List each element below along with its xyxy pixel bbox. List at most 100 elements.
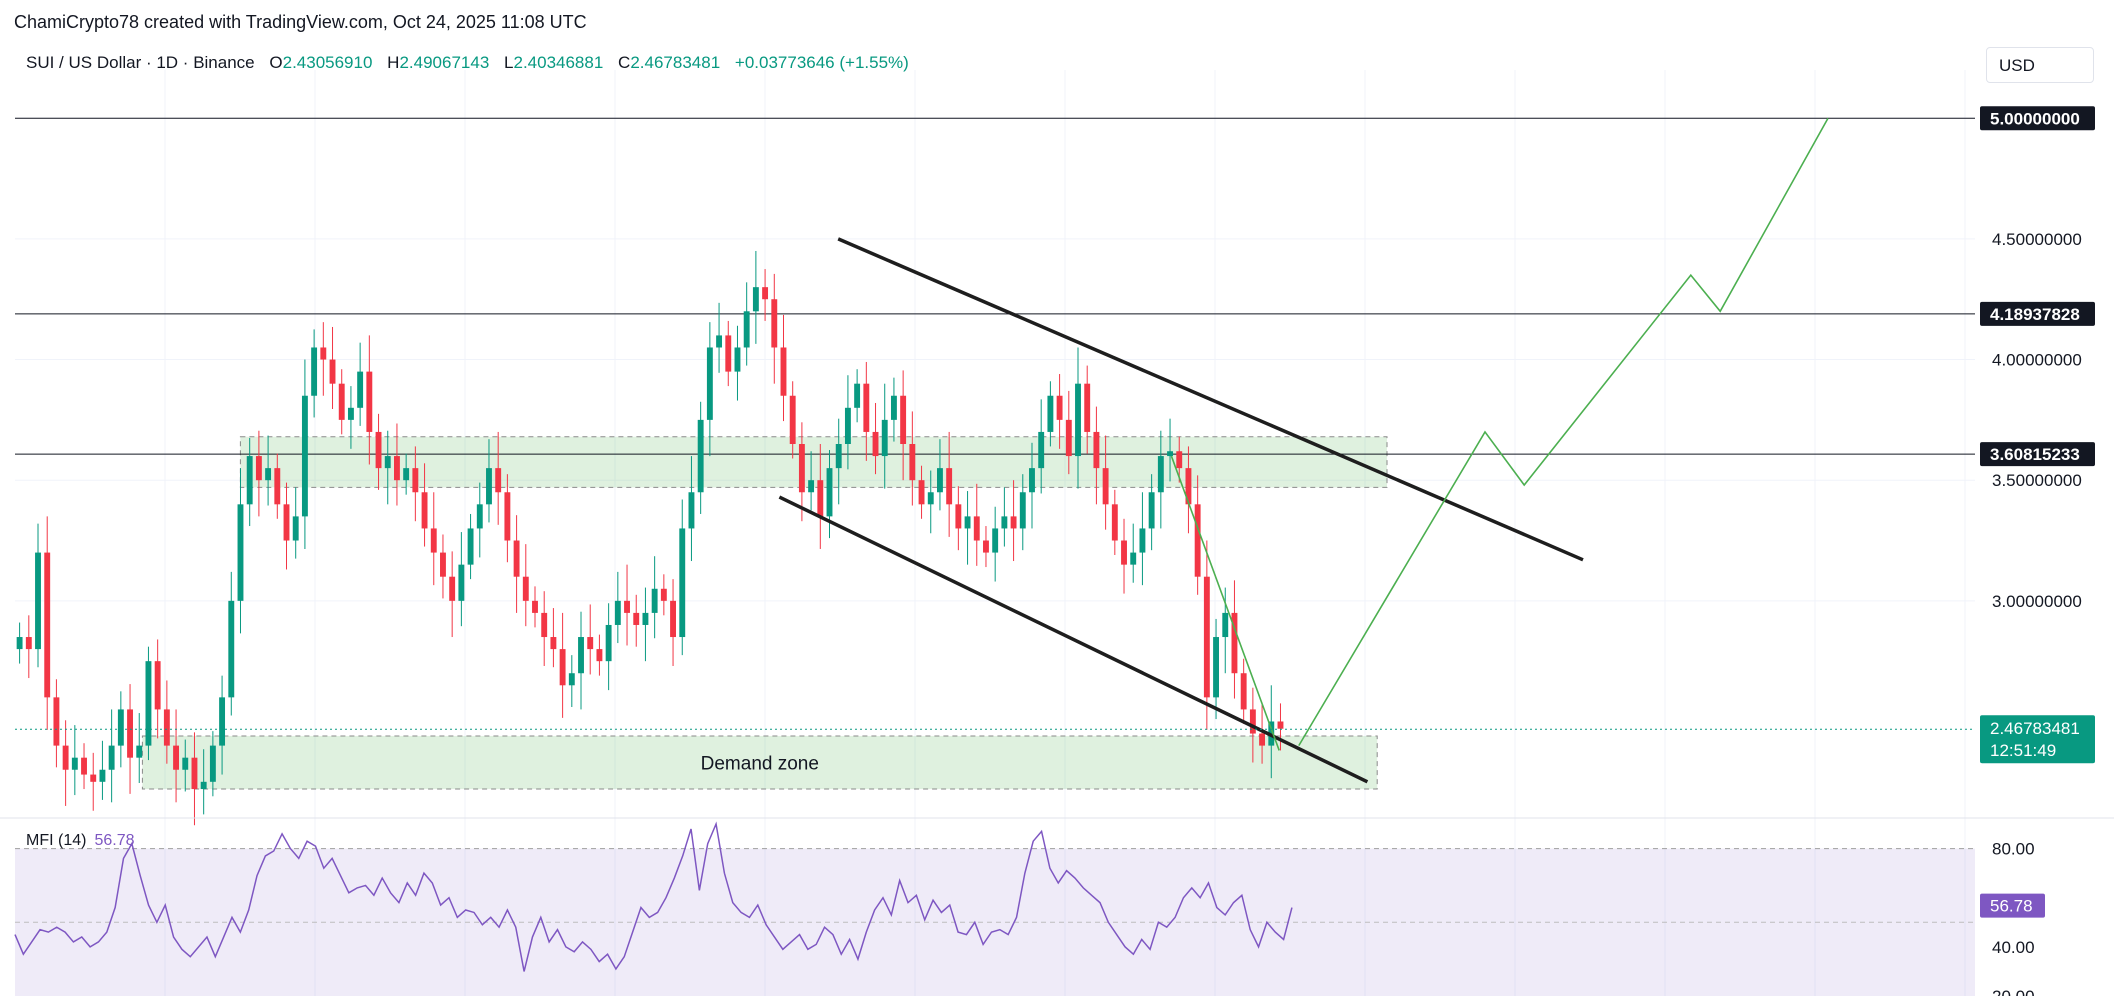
projection-path <box>1298 117 1829 747</box>
candle-body <box>1249 709 1256 734</box>
candle-body <box>522 576 529 601</box>
candle-body <box>872 431 879 457</box>
candle-body <box>863 383 870 432</box>
candle-body <box>163 709 170 746</box>
candle-body <box>1047 395 1054 432</box>
level-label: 4.18937828 <box>1990 305 2080 324</box>
candle-body <box>532 600 538 613</box>
candle-body <box>835 444 842 469</box>
symbol-title[interactable]: SUI / US Dollar · 1D · Binance <box>26 53 255 72</box>
level-label-box <box>1980 442 2095 467</box>
candle-body <box>283 504 290 541</box>
candle-body <box>173 745 180 770</box>
candle-body <box>384 456 391 469</box>
mfi-tick-label: 40.00 <box>1992 938 2035 957</box>
high-value: 2.49067143 <box>399 53 490 72</box>
candle-body <box>1056 395 1063 420</box>
candle-body <box>679 528 686 638</box>
candle-body <box>366 371 373 432</box>
candle-body <box>504 492 511 541</box>
candle-body <box>357 371 364 408</box>
candle-body <box>854 383 861 408</box>
candle-body <box>99 769 106 782</box>
candle-body <box>1084 383 1091 432</box>
level-label-box <box>1980 106 2095 131</box>
candle-body <box>375 431 382 469</box>
mfi-current-value: 56.78 <box>94 832 135 849</box>
candle-body <box>320 347 327 360</box>
currency-selector[interactable]: USD <box>1986 47 2094 83</box>
candle-body <box>81 757 87 775</box>
candle-body <box>486 468 492 505</box>
level-label: 5.00000000 <box>1990 109 2080 128</box>
candle-body <box>918 480 925 505</box>
mfi-legend: MFI (14) 56.78 <box>26 832 135 850</box>
candle-body <box>127 709 133 758</box>
candle-body <box>798 444 805 493</box>
symbol-legend: SUI / US Dollar · 1D · Binance O2.430569… <box>26 53 909 73</box>
low-label: L <box>504 53 514 72</box>
candle-body <box>762 287 769 300</box>
candle-body <box>780 347 787 396</box>
last-price-label: 2.46783481 <box>1990 719 2080 738</box>
candle-body <box>292 516 299 541</box>
candle-body <box>44 552 51 698</box>
candle-body <box>117 709 124 746</box>
candle-body <box>182 757 189 770</box>
candle-body <box>596 649 603 662</box>
candle-body <box>716 335 723 348</box>
candle-body <box>614 600 621 625</box>
candle-body <box>642 612 649 625</box>
price-tick-label: 3.50000000 <box>1992 471 2082 490</box>
candle-body <box>946 468 953 505</box>
candle-body <box>890 395 897 420</box>
candle-body <box>1029 468 1035 493</box>
candle-body <box>200 781 207 790</box>
candle-body <box>651 588 658 613</box>
candle-body <box>909 444 916 481</box>
candle-body <box>440 552 446 577</box>
candle-body <box>1277 721 1284 729</box>
candle-body <box>329 359 336 384</box>
supply-zone <box>239 436 1388 488</box>
candle-body <box>1139 528 1146 553</box>
candle-body <box>624 600 630 613</box>
candle-body <box>660 588 667 601</box>
mfi-tick-label: 80.00 <box>1992 840 2035 859</box>
demand-zone-label: Demand zone <box>701 754 819 775</box>
candle-body <box>743 311 750 348</box>
candle-body <box>1121 540 1127 565</box>
candle-body <box>449 576 456 601</box>
candle-body <box>412 468 419 493</box>
candle-body <box>973 516 980 541</box>
candle-body <box>467 528 474 565</box>
mfi-tick-label: 20.00 <box>1992 987 2035 996</box>
price-tick-label: 4.50000000 <box>1992 230 2082 249</box>
candle-body <box>495 468 502 493</box>
candle-body <box>393 456 400 481</box>
candle-body <box>154 661 161 710</box>
candle-body <box>706 347 713 420</box>
candle-body <box>421 492 428 529</box>
candle-body <box>403 468 410 481</box>
candle-body <box>568 673 575 686</box>
close-value: 2.46783481 <box>630 53 721 72</box>
candle-body <box>541 612 548 638</box>
open-value: 2.43056910 <box>282 53 373 72</box>
decline-path <box>1170 455 1280 751</box>
candle-body <box>1259 733 1266 746</box>
candle-body <box>1001 516 1008 529</box>
candle-body <box>1148 492 1155 529</box>
candle-body <box>992 528 999 553</box>
chart-header-bar: ChamiCrypto78 created with TradingView.c… <box>0 0 2114 44</box>
candle-body <box>338 383 345 420</box>
candle-body <box>817 480 824 517</box>
high-label: H <box>387 53 400 72</box>
candle-body <box>90 774 97 782</box>
candle-body <box>1167 451 1173 457</box>
candle-body <box>1185 468 1192 505</box>
candle-body <box>559 649 566 686</box>
candle-body <box>35 552 41 650</box>
candle-body <box>108 745 115 770</box>
